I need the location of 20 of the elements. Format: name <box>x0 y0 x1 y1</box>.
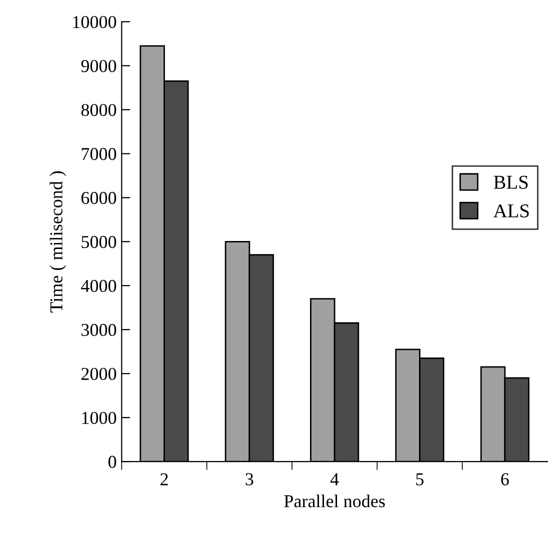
y-tick-label: 7000 <box>82 148 116 160</box>
y-tick-label: 0 <box>108 456 116 468</box>
x-tick-label: 3 <box>246 473 254 486</box>
y-tick-label: 2000 <box>81 368 116 380</box>
y-tick-label: 1000 <box>82 412 116 424</box>
x-tick-label: 5 <box>416 473 424 486</box>
x-axis-title: Parallel nodes <box>284 494 385 508</box>
y-axis-title: Time ( milisecond ) <box>50 171 66 312</box>
legend-label: BLS <box>494 176 528 189</box>
y-tick-label: 3000 <box>82 324 116 336</box>
x-tick-label: 4 <box>330 473 339 486</box>
y-tick-label: 8000 <box>81 104 116 116</box>
x-tick-label: 6 <box>501 473 509 486</box>
y-tick-label: 5000 <box>82 236 116 248</box>
y-tick-label: 4000 <box>81 280 116 292</box>
x-tick-label: 2 <box>160 473 168 486</box>
legend-label: ALS <box>493 204 529 218</box>
y-tick-label: 6000 <box>81 192 116 204</box>
y-tick-label: 10000 <box>73 16 116 28</box>
y-tick-label: 9000 <box>81 60 116 72</box>
